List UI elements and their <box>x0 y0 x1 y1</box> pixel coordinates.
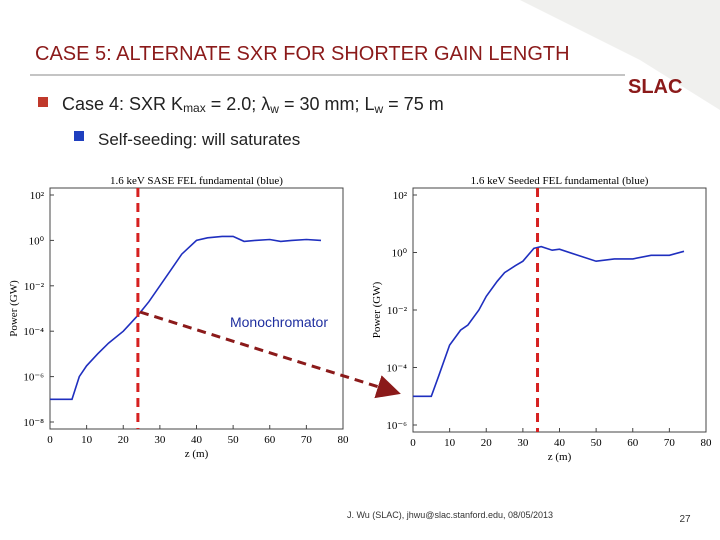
x-tick-label: 10 <box>444 437 456 449</box>
x-tick-label: 20 <box>118 434 130 446</box>
subscript: w <box>374 102 384 116</box>
x-tick-label: 0 <box>410 437 416 449</box>
chart-title: 1.6 keV Seeded FEL fundamental (blue) <box>471 175 649 187</box>
y-tick-label: 10⁰ <box>29 235 45 247</box>
subscript: max <box>183 101 206 115</box>
y-tick-label: 10⁻² <box>24 281 45 293</box>
y-tick-label: 10⁻⁸ <box>23 417 44 429</box>
x-axis-label: z (m) <box>548 451 572 463</box>
x-axis-label: z (m) <box>185 448 209 460</box>
x-tick-label: 50 <box>228 434 240 446</box>
corner-decoration <box>520 0 720 110</box>
bullet-2: Self-seeding: will saturates <box>98 130 300 149</box>
footer-credit: J. Wu (SLAC), jhwu@slac.stanford.edu, 08… <box>347 510 553 520</box>
x-tick-label: 70 <box>301 434 313 446</box>
slide-title: CASE 5: ALTERNATE SXR FOR SHORTER GAIN L… <box>35 43 570 65</box>
y-tick-label: 10⁻⁶ <box>386 420 407 432</box>
arrow <box>139 310 401 399</box>
y-tick-label: 10⁻⁶ <box>23 372 44 384</box>
text-part: = 75 m <box>383 94 444 114</box>
annotation: Monochromator <box>230 314 328 330</box>
line <box>50 235 322 401</box>
bullet-icon <box>38 97 48 107</box>
annotation-bg <box>216 312 342 332</box>
logo: SLAC <box>628 76 682 98</box>
text-part: = 2.0; <box>206 94 262 114</box>
subscript: w <box>269 102 279 116</box>
y-axis-label: Power (GW) <box>371 281 383 338</box>
text-part: Case 4: SXR K <box>62 94 183 114</box>
bullet-1: Case 4: SXR Kmax = 2.0; λw = 30 mm; Lw =… <box>62 94 444 116</box>
x-tick-label: 80 <box>338 434 350 446</box>
x-tick-label: 60 <box>627 437 639 449</box>
x-tick-label: 40 <box>191 434 203 446</box>
x-tick-label: 60 <box>264 434 276 446</box>
y-tick-label: 10⁰ <box>392 248 408 260</box>
page-number: 27 <box>679 514 691 525</box>
y-tick-label: 10⁻² <box>387 305 408 317</box>
text-part: λ <box>261 94 270 114</box>
y-tick-label: 10⁻⁴ <box>386 363 407 375</box>
plot-area <box>412 187 707 433</box>
y-axis-label: Power (GW) <box>8 280 20 337</box>
plot-area <box>49 187 344 430</box>
x-tick-label: 20 <box>481 437 493 449</box>
x-tick-label: 50 <box>591 437 603 449</box>
line <box>413 245 685 398</box>
chart-title: 1.6 keV SASE FEL fundamental (blue) <box>110 175 283 187</box>
text-part: = 30 mm; L <box>279 94 375 114</box>
x-tick-label: 70 <box>664 437 676 449</box>
y-tick-label: 10² <box>30 190 45 202</box>
x-tick-label: 30 <box>154 434 166 446</box>
y-tick-label: 10⁻⁴ <box>23 326 44 338</box>
x-tick-label: 80 <box>701 437 713 449</box>
x-tick-label: 0 <box>47 434 53 446</box>
x-tick-label: 40 <box>554 437 566 449</box>
x-tick-label: 10 <box>81 434 93 446</box>
bullet-icon <box>74 131 84 141</box>
y-tick-label: 10² <box>393 190 408 202</box>
x-tick-label: 30 <box>517 437 529 449</box>
charts: 1.6 keV SASE FEL fundamental (blue) 0 10 20… <box>8 175 712 463</box>
